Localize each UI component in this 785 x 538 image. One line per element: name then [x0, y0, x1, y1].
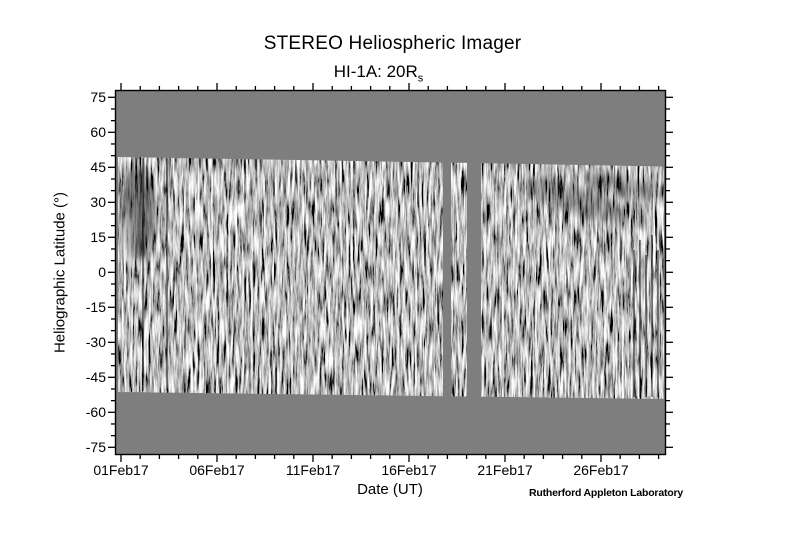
x-tick-label: 01Feb17: [93, 462, 149, 478]
y-tick-label: 30: [90, 194, 106, 211]
y-tick-label: -30: [85, 334, 106, 351]
x-tick-label: 16Feb17: [381, 462, 437, 478]
y-tick-label: -60: [85, 404, 106, 421]
data-image: [118, 157, 664, 399]
axis-ticks: [108, 83, 673, 462]
x-tick-label: 06Feb17: [189, 462, 245, 478]
subtitle-subscript: s: [417, 72, 424, 85]
x-axis-title: Date (UT): [357, 481, 423, 498]
y-tick-label: 0: [98, 264, 106, 281]
dark-feature-right-2: [582, 173, 662, 199]
subtitle-text: HI-1A: 20R: [333, 62, 418, 81]
y-tick-label: 60: [90, 124, 106, 141]
y-tick-label: 75: [90, 89, 106, 106]
dark-artifact-lines: [142, 158, 659, 397]
y-tick-label: -15: [85, 299, 106, 316]
y-tick-label: -75: [85, 439, 106, 456]
bright-feature-left: [120, 216, 134, 268]
dark-feature-right: [522, 178, 628, 222]
x-tick-label: 26Feb17: [573, 462, 629, 478]
bright-artifact-lines: [195, 200, 656, 396]
credit-text: Rutherford Appleton Laboratory: [528, 487, 683, 499]
x-tick-label: 21Feb17: [477, 462, 533, 478]
y-tick-label: -45: [85, 369, 106, 386]
figure-subtitle: HI-1A: 20Rs: [0, 62, 757, 84]
axis-frame: [114, 89, 667, 456]
x-tick-label: 11Feb17: [285, 462, 341, 478]
y-tick-label: 15: [90, 229, 106, 246]
figure-title: STEREO Heliospheric Imager: [263, 33, 522, 54]
y-tick-label: 45: [90, 159, 106, 176]
